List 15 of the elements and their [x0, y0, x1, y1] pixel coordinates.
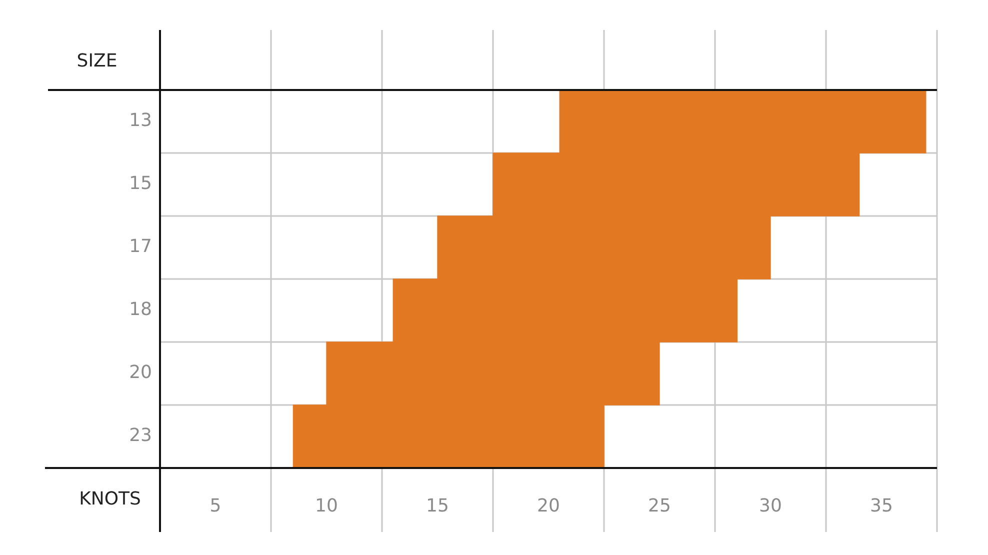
y-axis-title: SIZE	[76, 50, 118, 72]
y-tick-label: 15	[129, 173, 152, 194]
y-tick-label: 18	[129, 299, 152, 320]
x-tick-label: 25	[648, 495, 671, 516]
y-tick-label: 23	[129, 425, 152, 446]
y-tick-label: 17	[129, 236, 152, 258]
x-axis-title: KNOTS	[79, 488, 141, 510]
x-tick-label: 15	[426, 495, 449, 516]
x-tick-label: 30	[759, 495, 782, 516]
x-tick-label: 10	[315, 495, 338, 516]
y-tick-label: 13	[129, 110, 152, 132]
y-tick-label: 20	[129, 362, 152, 384]
x-tick-label: 20	[537, 495, 560, 516]
x-tick-label: 35	[870, 495, 893, 516]
x-tick-label: 5	[210, 495, 222, 516]
